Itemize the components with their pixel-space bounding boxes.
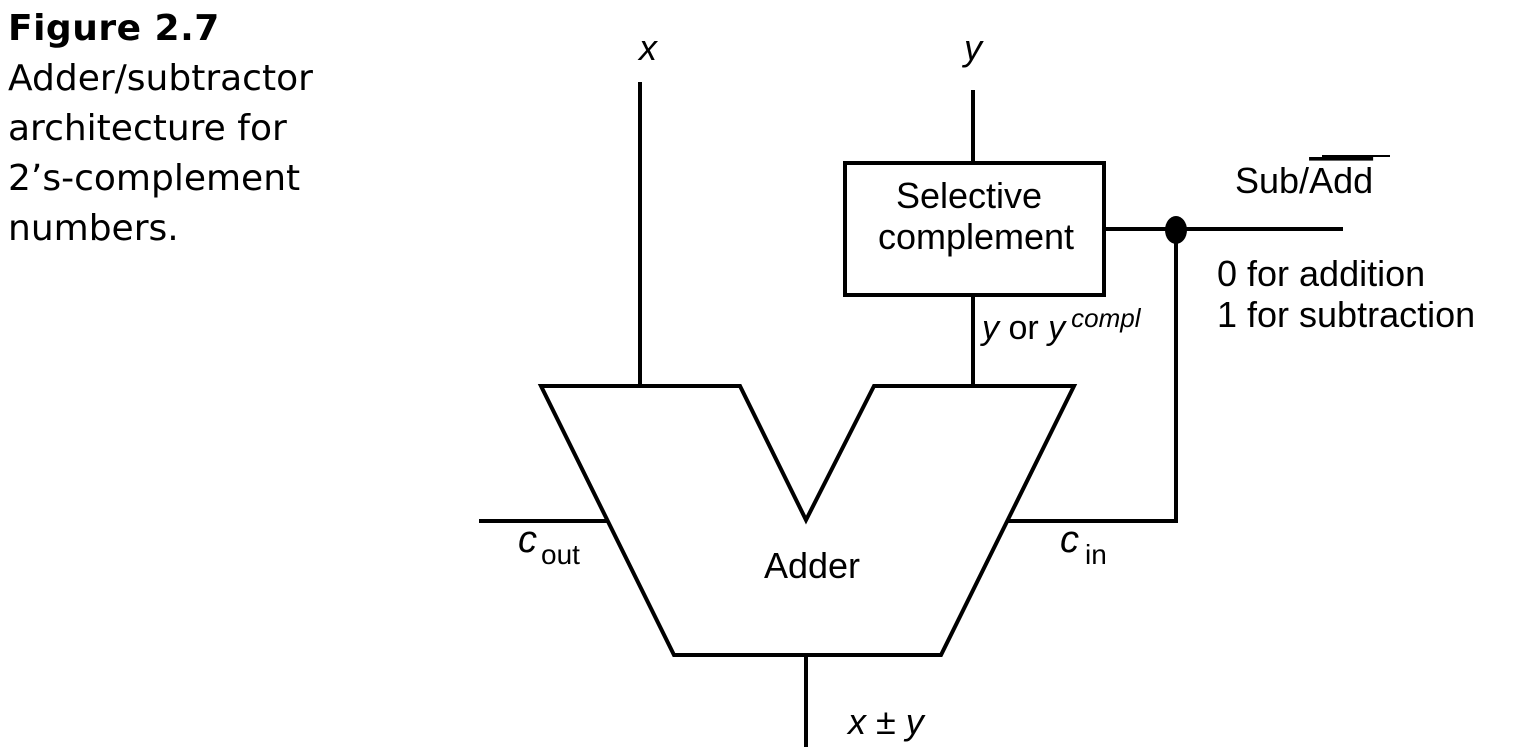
figure-caption: Figure 2.7 Adder/subtractor architecture… [8, 4, 313, 254]
caption-line-4: numbers. [8, 208, 179, 249]
note-subtraction: 1 for subtraction [1217, 294, 1475, 335]
carry-in-label: c in [1060, 519, 1107, 570]
caption-line-2: architecture for [8, 108, 287, 149]
carry-in-wire [1006, 227, 1178, 523]
selective-complement-label: Selective complement [878, 175, 1074, 257]
junction-dot [1165, 216, 1187, 244]
caption-line-1: Adder/subtractor [8, 58, 313, 99]
figure-number: Figure 2.7 [8, 8, 220, 49]
caption-line-3: 2’s-complement [8, 158, 301, 199]
x-input-label: x [637, 27, 659, 68]
note-addition: 0 for addition [1217, 253, 1425, 294]
adder-body [537, 384, 1078, 657]
output-label: x ± y [846, 701, 926, 742]
y-input-label: y [961, 27, 984, 68]
complement-output-label: y or y compl [980, 303, 1142, 347]
sub-add-label: Sub/Add [1235, 160, 1373, 201]
adder-label: Adder [764, 545, 860, 586]
carry-out-label: c out [518, 519, 580, 570]
